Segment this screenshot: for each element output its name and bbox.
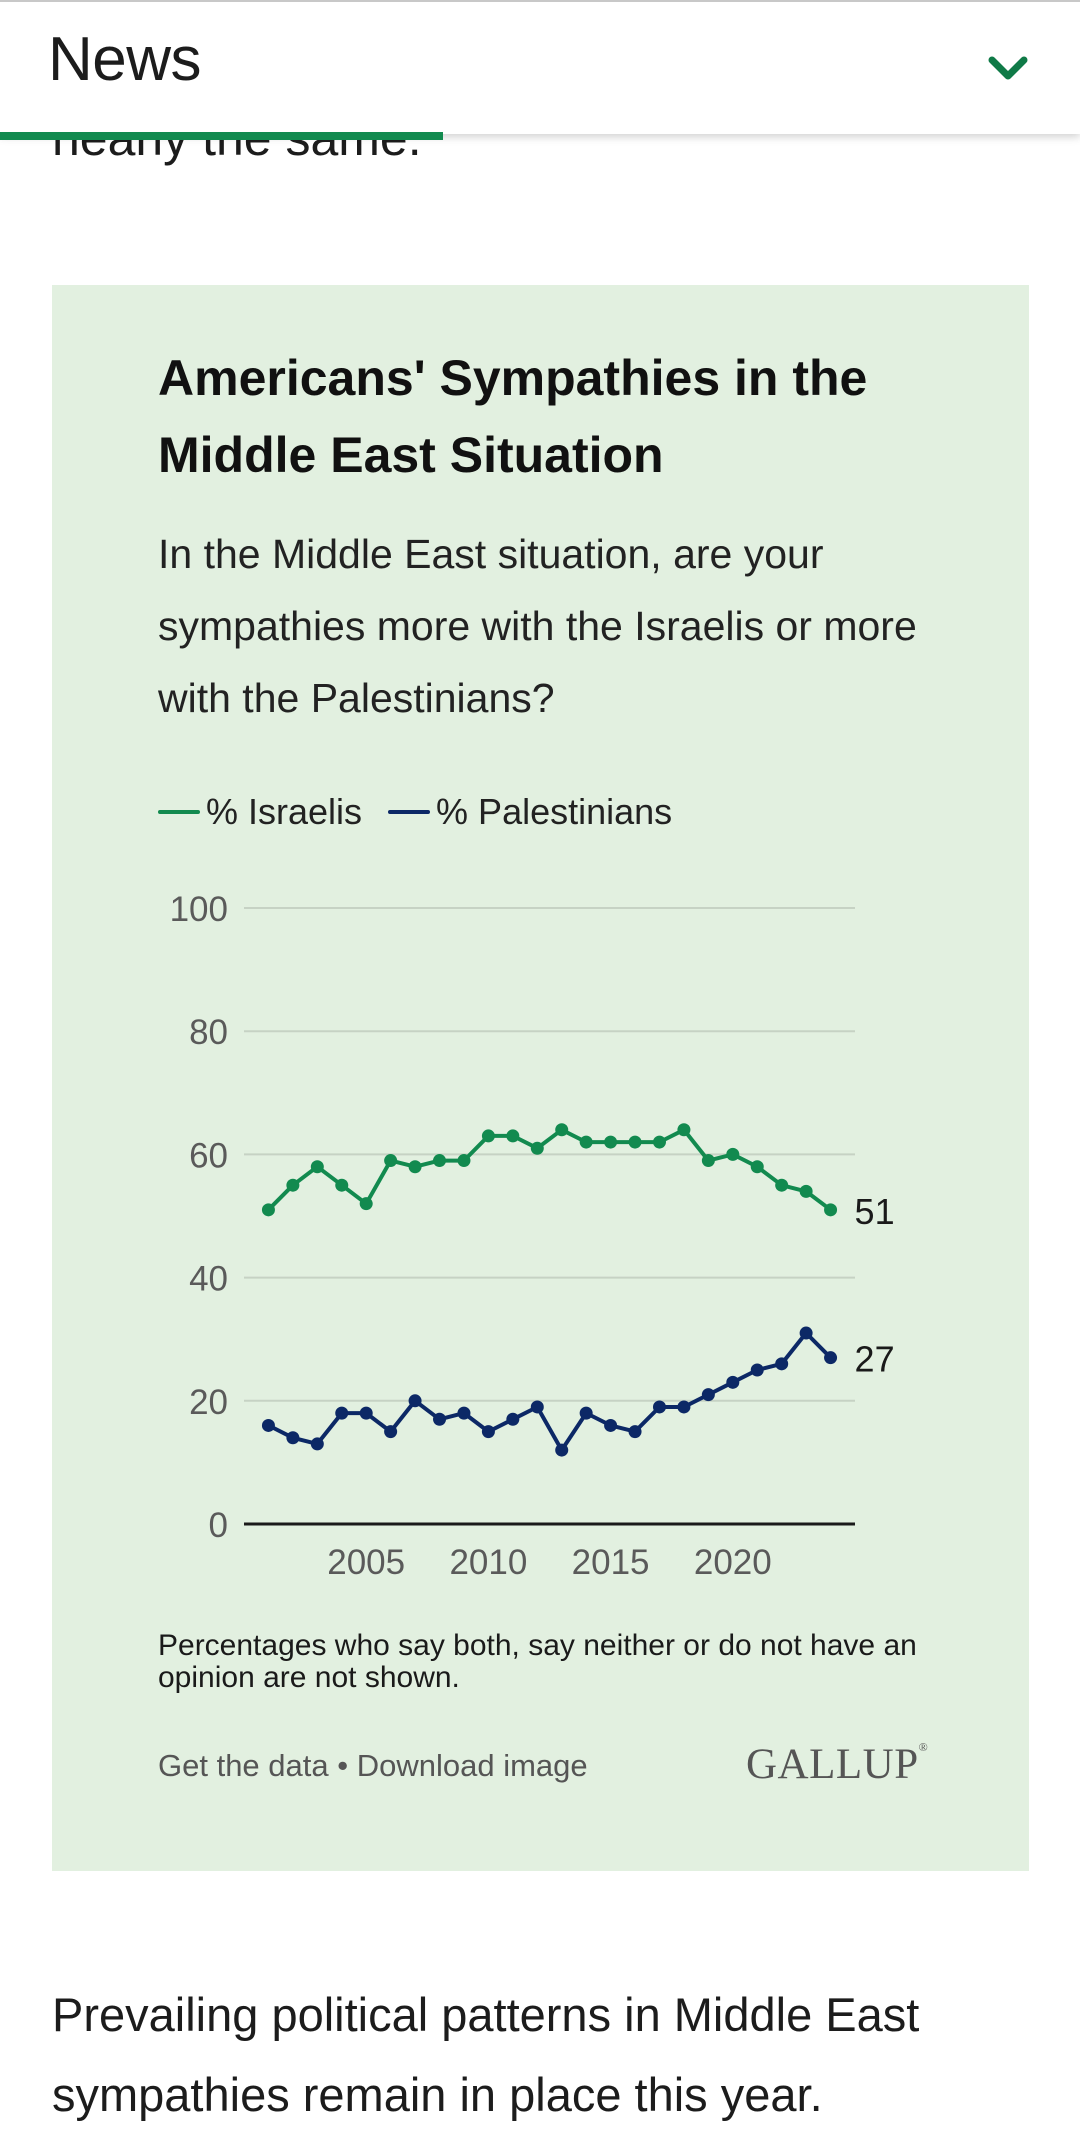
section-title[interactable]: News — [48, 25, 202, 94]
series-end-label: 51 — [855, 1191, 895, 1232]
x-tick-label: 2005 — [327, 1543, 405, 1582]
data-point — [530, 1400, 544, 1414]
data-point — [457, 1154, 471, 1168]
series-line-0 — [266, 1127, 832, 1212]
data-point — [652, 1135, 666, 1149]
data-point — [481, 1129, 495, 1143]
data-point — [579, 1406, 593, 1420]
y-tick-label: 40 — [189, 1260, 228, 1299]
data-point — [286, 1178, 300, 1192]
top-navigation-bar: News — [0, 0, 1080, 134]
legend-item-israelis: % Israelis — [158, 791, 362, 833]
data-point — [604, 1135, 618, 1149]
data-point — [433, 1154, 447, 1168]
data-point — [628, 1425, 642, 1439]
data-point — [677, 1123, 691, 1137]
chart-title: Americans' Sympathies in the Middle East… — [158, 350, 868, 483]
chart-legend: % Israelis % Palestinians — [158, 788, 698, 836]
data-point — [261, 1203, 275, 1217]
data-point — [824, 1351, 838, 1365]
y-tick-label: 0 — [209, 1506, 228, 1545]
data-point — [359, 1197, 373, 1211]
data-point — [408, 1160, 422, 1174]
data-point — [677, 1400, 691, 1414]
data-point — [701, 1388, 715, 1402]
data-point — [555, 1123, 569, 1137]
series-line-1 — [267, 1331, 833, 1453]
legend-swatch-israelis — [158, 810, 200, 814]
reading-progress-bar — [0, 132, 443, 140]
data-point — [286, 1431, 300, 1445]
data-point — [726, 1147, 740, 1161]
data-point — [579, 1135, 593, 1149]
y-tick-label: 80 — [189, 1013, 228, 1052]
data-point — [384, 1425, 398, 1439]
data-point — [750, 1363, 764, 1377]
chart-subtitle: In the Middle East situation, are your s… — [158, 531, 917, 721]
chart-card — [52, 285, 1029, 1871]
data-point — [652, 1400, 666, 1414]
data-point — [408, 1394, 422, 1408]
data-point — [824, 1203, 838, 1217]
gallup-logo: GALLUP® — [746, 1740, 929, 1788]
data-point — [628, 1135, 642, 1149]
data-point — [726, 1375, 740, 1389]
data-point — [799, 1184, 813, 1198]
article-paragraph: Prevailing political patterns in Middle … — [52, 1988, 920, 2121]
data-point — [555, 1443, 569, 1457]
data-point — [384, 1154, 398, 1168]
data-point — [530, 1141, 544, 1155]
chart-footnote: Percentages who say both, say neither or… — [158, 1629, 917, 1694]
data-point — [261, 1418, 275, 1432]
legend-label-palestinians: % Palestinians — [436, 791, 673, 832]
data-point — [335, 1406, 349, 1420]
y-tick-label: 100 — [170, 890, 228, 929]
data-point — [701, 1154, 715, 1168]
y-tick-label: 60 — [189, 1136, 228, 1175]
data-point — [604, 1418, 618, 1432]
data-point — [359, 1406, 373, 1420]
data-point — [310, 1437, 324, 1451]
data-point — [433, 1412, 447, 1426]
data-point — [506, 1412, 520, 1426]
data-point — [775, 1178, 789, 1192]
data-point — [457, 1406, 471, 1420]
data-point — [506, 1129, 520, 1143]
data-point — [799, 1326, 813, 1340]
data-point — [775, 1357, 789, 1371]
x-tick-label: 2020 — [694, 1543, 772, 1582]
x-tick-label: 2010 — [449, 1543, 527, 1582]
link-separator: • — [337, 1748, 349, 1783]
data-point — [750, 1160, 764, 1174]
chevron-down-icon[interactable] — [984, 44, 1032, 92]
y-tick-label: 20 — [189, 1383, 228, 1422]
x-tick-label: 2015 — [572, 1543, 650, 1582]
chart-links: Get the data • Download image — [158, 1748, 588, 1784]
get-the-data-link[interactable]: Get the data — [158, 1748, 329, 1783]
data-point — [335, 1178, 349, 1192]
series-end-label: 27 — [855, 1339, 895, 1380]
legend-swatch-palestinians — [388, 810, 431, 814]
data-point — [481, 1425, 495, 1439]
data-point — [310, 1160, 324, 1174]
legend-item-palestinians: % Palestinians — [388, 791, 672, 833]
download-image-link[interactable]: Download image — [356, 1748, 588, 1783]
legend-label-israelis: % Israelis — [206, 791, 363, 832]
